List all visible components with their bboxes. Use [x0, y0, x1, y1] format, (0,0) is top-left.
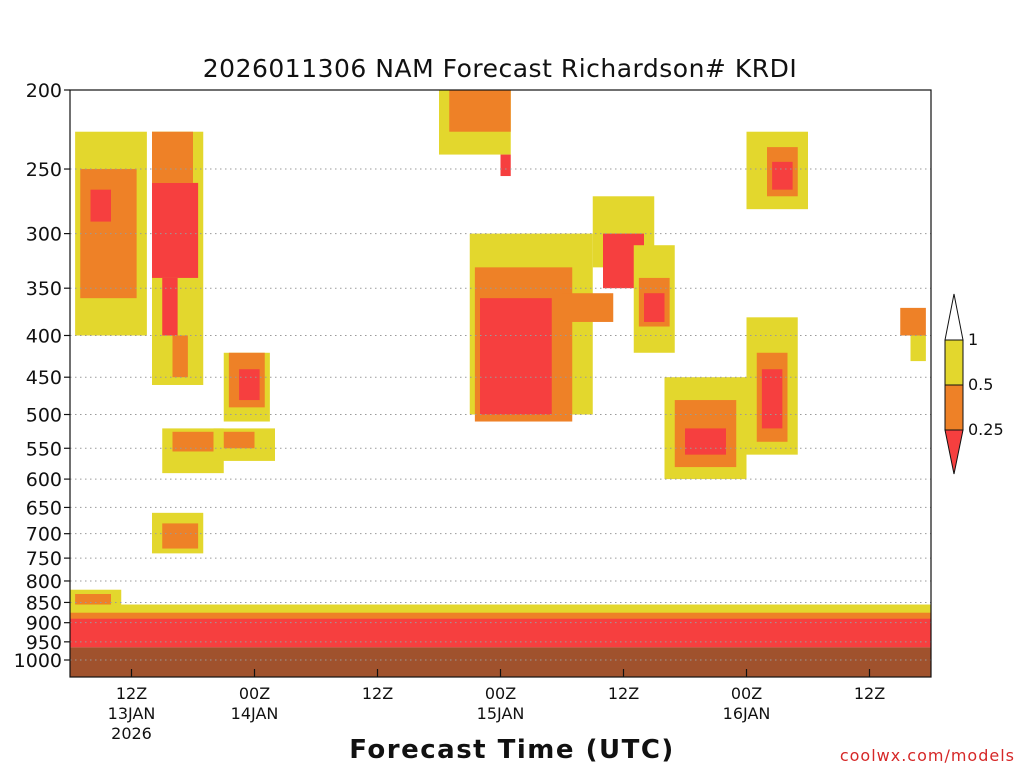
y-tick-label: 350 — [26, 278, 62, 300]
x-tick-label: 00Z — [485, 684, 516, 703]
data-cell — [162, 277, 178, 336]
data-cell — [162, 523, 199, 549]
legend-swatch — [944, 429, 964, 475]
y-tick-label: 450 — [26, 367, 62, 389]
y-tick-label: 750 — [26, 548, 62, 570]
x-tick-date: 15JAN — [477, 704, 525, 723]
credit-label: coolwx.com/models — [840, 746, 1015, 765]
data-cell — [644, 293, 665, 322]
chart-title: 2026011306 NAM Forecast Richardson# KRDI — [203, 54, 797, 83]
y-tick-label: 700 — [26, 524, 62, 546]
legend: 1 0.5 0.25 — [944, 293, 1004, 475]
data-cell — [900, 307, 926, 336]
x-tick-label: 12Z — [362, 684, 393, 703]
legend-label: 0.25 — [968, 420, 1004, 439]
data-cell — [172, 335, 188, 378]
x-tick-date: 13JAN — [108, 704, 156, 723]
data-cell — [152, 131, 193, 183]
data-cell — [152, 182, 199, 278]
y-axis: 200 250 300 350 400 450 500 550 600 650 7007508008… — [14, 80, 70, 672]
data-cell — [70, 610, 931, 619]
data-cell — [480, 298, 552, 415]
y-tick-label: 600 — [26, 469, 62, 491]
legend-swatch — [944, 293, 964, 341]
data-cell — [70, 604, 931, 613]
x-tick-label: 12Z — [854, 684, 885, 703]
gridlines — [70, 168, 931, 661]
y-tick-label: 400 — [26, 325, 62, 347]
x-tick-year: 2026 — [111, 724, 152, 743]
y-tick-label: 250 — [26, 159, 62, 181]
data-cell — [500, 154, 511, 177]
x-tick-date: 16JAN — [723, 704, 771, 723]
y-tick-label: 200 — [26, 80, 62, 102]
data-cell — [910, 335, 926, 362]
x-tick-date: 14JAN — [231, 704, 279, 723]
data-cell — [223, 431, 255, 449]
y-tick-label: 950 — [26, 632, 62, 654]
legend-swatch — [944, 384, 964, 431]
x-tick-label: 12Z — [608, 684, 639, 703]
data-cell — [239, 369, 260, 401]
x-tick-label: 00Z — [731, 684, 762, 703]
data-cell — [172, 431, 214, 452]
y-tick-label: 900 — [26, 613, 62, 635]
y-tick-label: 800 — [26, 571, 62, 593]
data-cell — [449, 90, 511, 132]
data-cell — [562, 293, 614, 322]
data-cell — [70, 614, 931, 648]
x-axis-label: Forecast Time (UTC) — [349, 735, 675, 765]
data-cells — [70, 90, 931, 648]
y-tick-label: 300 — [26, 224, 62, 246]
y-tick-label: 650 — [26, 497, 62, 519]
data-cell — [75, 594, 111, 607]
data-cell — [772, 161, 793, 190]
legend-label: 1 — [968, 330, 978, 349]
data-cell — [90, 189, 111, 222]
legend-label: 0.5 — [968, 375, 993, 394]
legend-swatch — [944, 339, 964, 386]
data-cell — [80, 169, 137, 299]
data-cell — [761, 369, 783, 429]
y-tick-label: 1000 — [14, 650, 62, 672]
y-tick-label: 500 — [26, 405, 62, 427]
x-tick-label: 12Z — [116, 684, 147, 703]
y-tick-label: 850 — [26, 592, 62, 614]
data-cell — [685, 428, 726, 455]
x-tick-label: 00Z — [239, 684, 270, 703]
y-tick-label: 550 — [26, 438, 62, 460]
